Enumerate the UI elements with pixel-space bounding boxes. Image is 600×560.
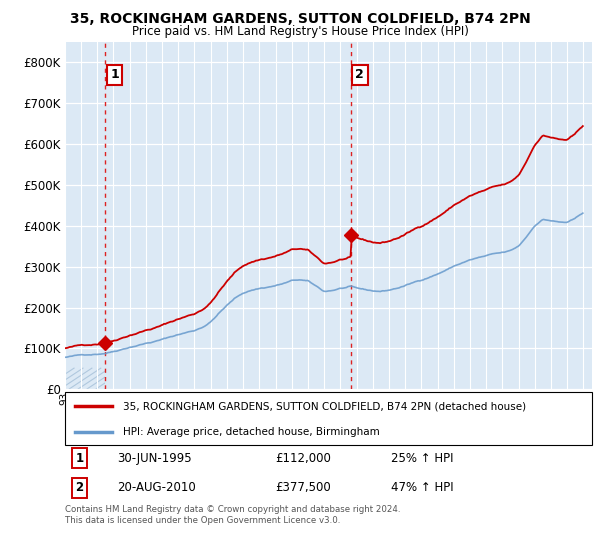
Text: 1: 1 <box>76 451 83 465</box>
Text: 1: 1 <box>110 68 119 82</box>
Text: Contains HM Land Registry data © Crown copyright and database right 2024.
This d: Contains HM Land Registry data © Crown c… <box>65 505 400 525</box>
Text: 20-AUG-2010: 20-AUG-2010 <box>118 481 196 494</box>
Text: 47% ↑ HPI: 47% ↑ HPI <box>391 481 454 494</box>
Text: HPI: Average price, detached house, Birmingham: HPI: Average price, detached house, Birm… <box>123 427 379 437</box>
Text: 35, ROCKINGHAM GARDENS, SUTTON COLDFIELD, B74 2PN (detached house): 35, ROCKINGHAM GARDENS, SUTTON COLDFIELD… <box>123 402 526 412</box>
Text: 25% ↑ HPI: 25% ↑ HPI <box>391 451 454 465</box>
FancyBboxPatch shape <box>65 392 592 445</box>
Text: £112,000: £112,000 <box>275 451 331 465</box>
Text: 2: 2 <box>76 481 83 494</box>
Text: 30-JUN-1995: 30-JUN-1995 <box>118 451 192 465</box>
Text: £377,500: £377,500 <box>275 481 331 494</box>
Text: 35, ROCKINGHAM GARDENS, SUTTON COLDFIELD, B74 2PN: 35, ROCKINGHAM GARDENS, SUTTON COLDFIELD… <box>70 12 530 26</box>
Text: Price paid vs. HM Land Registry's House Price Index (HPI): Price paid vs. HM Land Registry's House … <box>131 25 469 38</box>
Text: 2: 2 <box>355 68 364 82</box>
